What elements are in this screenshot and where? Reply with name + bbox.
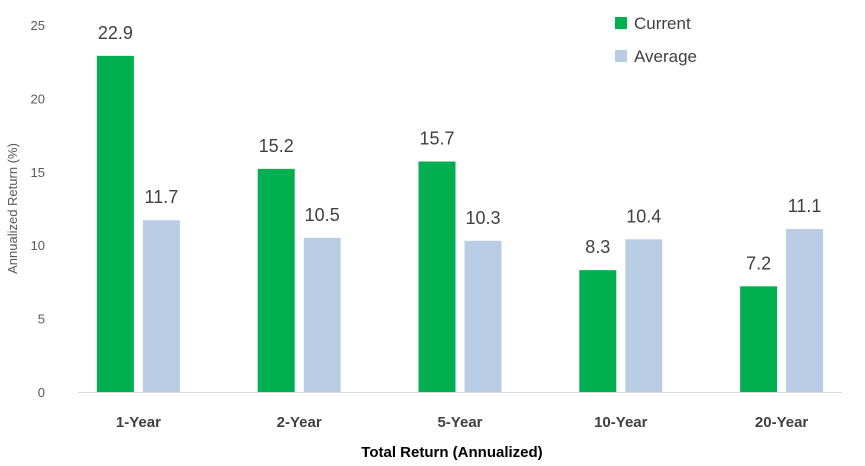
data-label: 15.2 <box>259 136 294 156</box>
y-axis-ticks: 0 5 10 15 20 25 <box>31 18 45 400</box>
bar-groups: 22.9 11.7 15.2 10.5 15.7 10.3 8.3 10.4 7.2 11.1 <box>96 23 824 392</box>
bar-average-20-year <box>786 229 824 392</box>
y-tick-label: 5 <box>38 312 45 327</box>
data-label: 11.7 <box>145 187 179 207</box>
x-axis-categories: 1-Year 2-Year 5-Year 10-Year 20-Year <box>116 414 809 431</box>
legend: Current Average <box>615 14 697 66</box>
x-axis-title: Total Return (Annualized) <box>361 444 542 461</box>
y-axis-title: Annualized Return (%) <box>5 143 20 274</box>
x-category-label: 20-Year <box>755 414 809 431</box>
data-label: 11.1 <box>788 196 822 216</box>
data-label: 10.5 <box>305 205 340 225</box>
data-label: 10.4 <box>626 206 661 226</box>
bar-average-10-year <box>625 239 663 392</box>
bar-average-1-year <box>142 220 180 392</box>
data-label: 7.2 <box>746 253 771 273</box>
x-category-label: 1-Year <box>116 414 161 431</box>
data-label: 15.7 <box>419 129 454 149</box>
legend-swatch-average <box>615 50 627 62</box>
data-label: 8.3 <box>585 237 610 257</box>
y-tick-label: 15 <box>31 165 45 180</box>
x-category-label: 2-Year <box>277 414 322 431</box>
legend-label-average: Average <box>634 47 697 66</box>
bar-average-5-year <box>464 240 502 392</box>
data-label: 10.3 <box>465 208 500 228</box>
bar-current-1-year <box>96 55 134 392</box>
bar-current-10-year <box>579 270 617 392</box>
bar-current-20-year <box>740 286 778 392</box>
bar-average-2-year <box>303 237 341 392</box>
y-tick-label: 20 <box>31 91 45 106</box>
data-label: 22.9 <box>98 23 133 43</box>
y-tick-label: 25 <box>31 18 45 33</box>
x-category-label: 10-Year <box>594 414 648 431</box>
legend-swatch-current <box>615 17 627 29</box>
y-tick-label: 0 <box>38 385 45 400</box>
bar-current-5-year <box>418 161 456 392</box>
y-tick-label: 10 <box>31 238 45 253</box>
bar-current-2-year <box>257 168 295 392</box>
legend-label-current: Current <box>634 14 691 33</box>
x-category-label: 5-Year <box>437 414 482 431</box>
